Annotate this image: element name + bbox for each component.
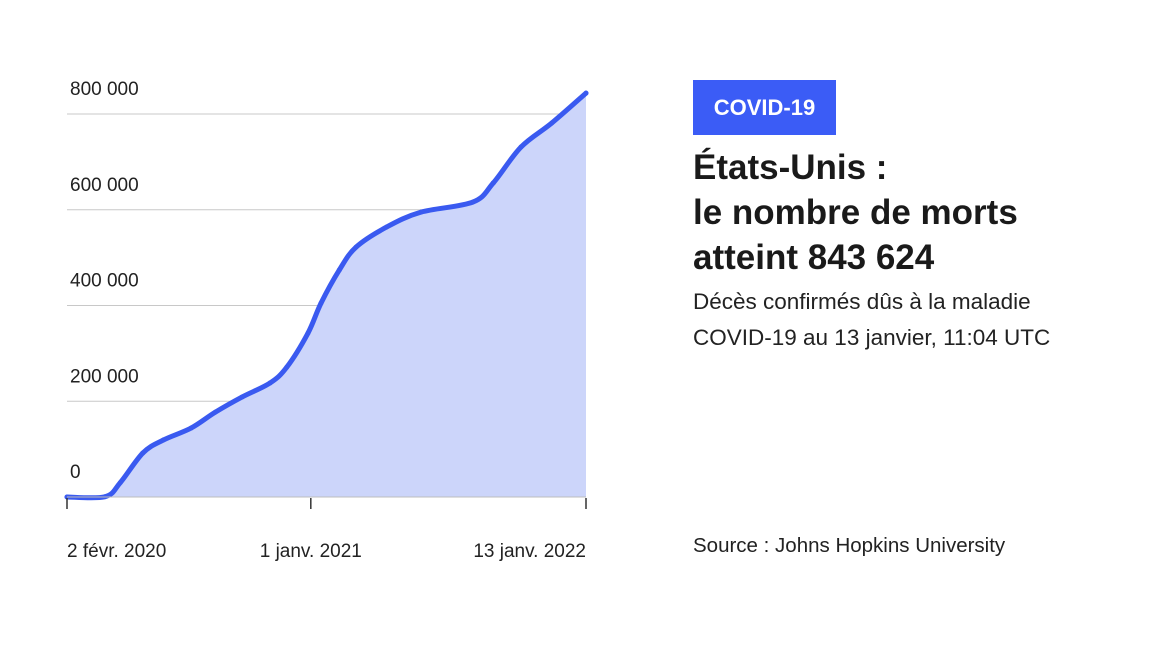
y-tick-label: 200 000	[70, 366, 139, 387]
data-point	[305, 330, 311, 336]
data-point	[160, 437, 166, 443]
data-point	[212, 409, 218, 415]
data-point	[549, 120, 555, 126]
data-point	[583, 90, 589, 96]
data-point	[267, 380, 273, 386]
category-badge: COVID-19	[693, 80, 836, 135]
data-point	[418, 209, 424, 215]
headline: États-Unis : le nombre de morts atteint …	[693, 145, 1133, 280]
data-point	[384, 224, 390, 230]
x-tick-label: 2 févr. 2020	[67, 541, 166, 562]
subtitle: Décès confirmés dûs à la maladie COVID-1…	[693, 289, 1051, 350]
y-tick-label: 400 000	[70, 271, 139, 292]
data-point	[518, 144, 524, 150]
data-point	[470, 199, 476, 205]
chart: 0 200 000 400 000 600 000 800 000 2 févr. 20…	[64, 79, 589, 562]
source-note: Source : Johns Hopkins University	[693, 534, 1006, 557]
data-point	[336, 267, 342, 273]
headline-line-3: atteint 843 624	[693, 238, 935, 277]
data-point	[318, 300, 324, 306]
data-point	[284, 364, 290, 370]
data-point	[239, 394, 245, 400]
data-points	[64, 90, 589, 500]
headline-line-1: États-Unis :	[693, 148, 888, 187]
x-axis: 2 févr. 2020 1 janv. 2021 13 janv. 2022	[66, 496, 587, 562]
data-point	[353, 244, 359, 250]
y-tick-label: 0	[70, 462, 81, 483]
x-tick-label: 13 janv. 2022	[473, 541, 586, 562]
data-point	[117, 480, 123, 486]
y-axis-labels: 0 200 000 400 000 600 000 800 000	[70, 79, 139, 483]
y-tick-label: 600 000	[70, 175, 139, 196]
data-point	[490, 180, 496, 186]
data-point	[140, 450, 146, 456]
x-tick-label: 1 janv. 2021	[260, 541, 362, 562]
data-point	[188, 425, 194, 431]
y-tick-label: 800 000	[70, 79, 139, 100]
headline-line-2: le nombre de morts	[693, 193, 1018, 232]
